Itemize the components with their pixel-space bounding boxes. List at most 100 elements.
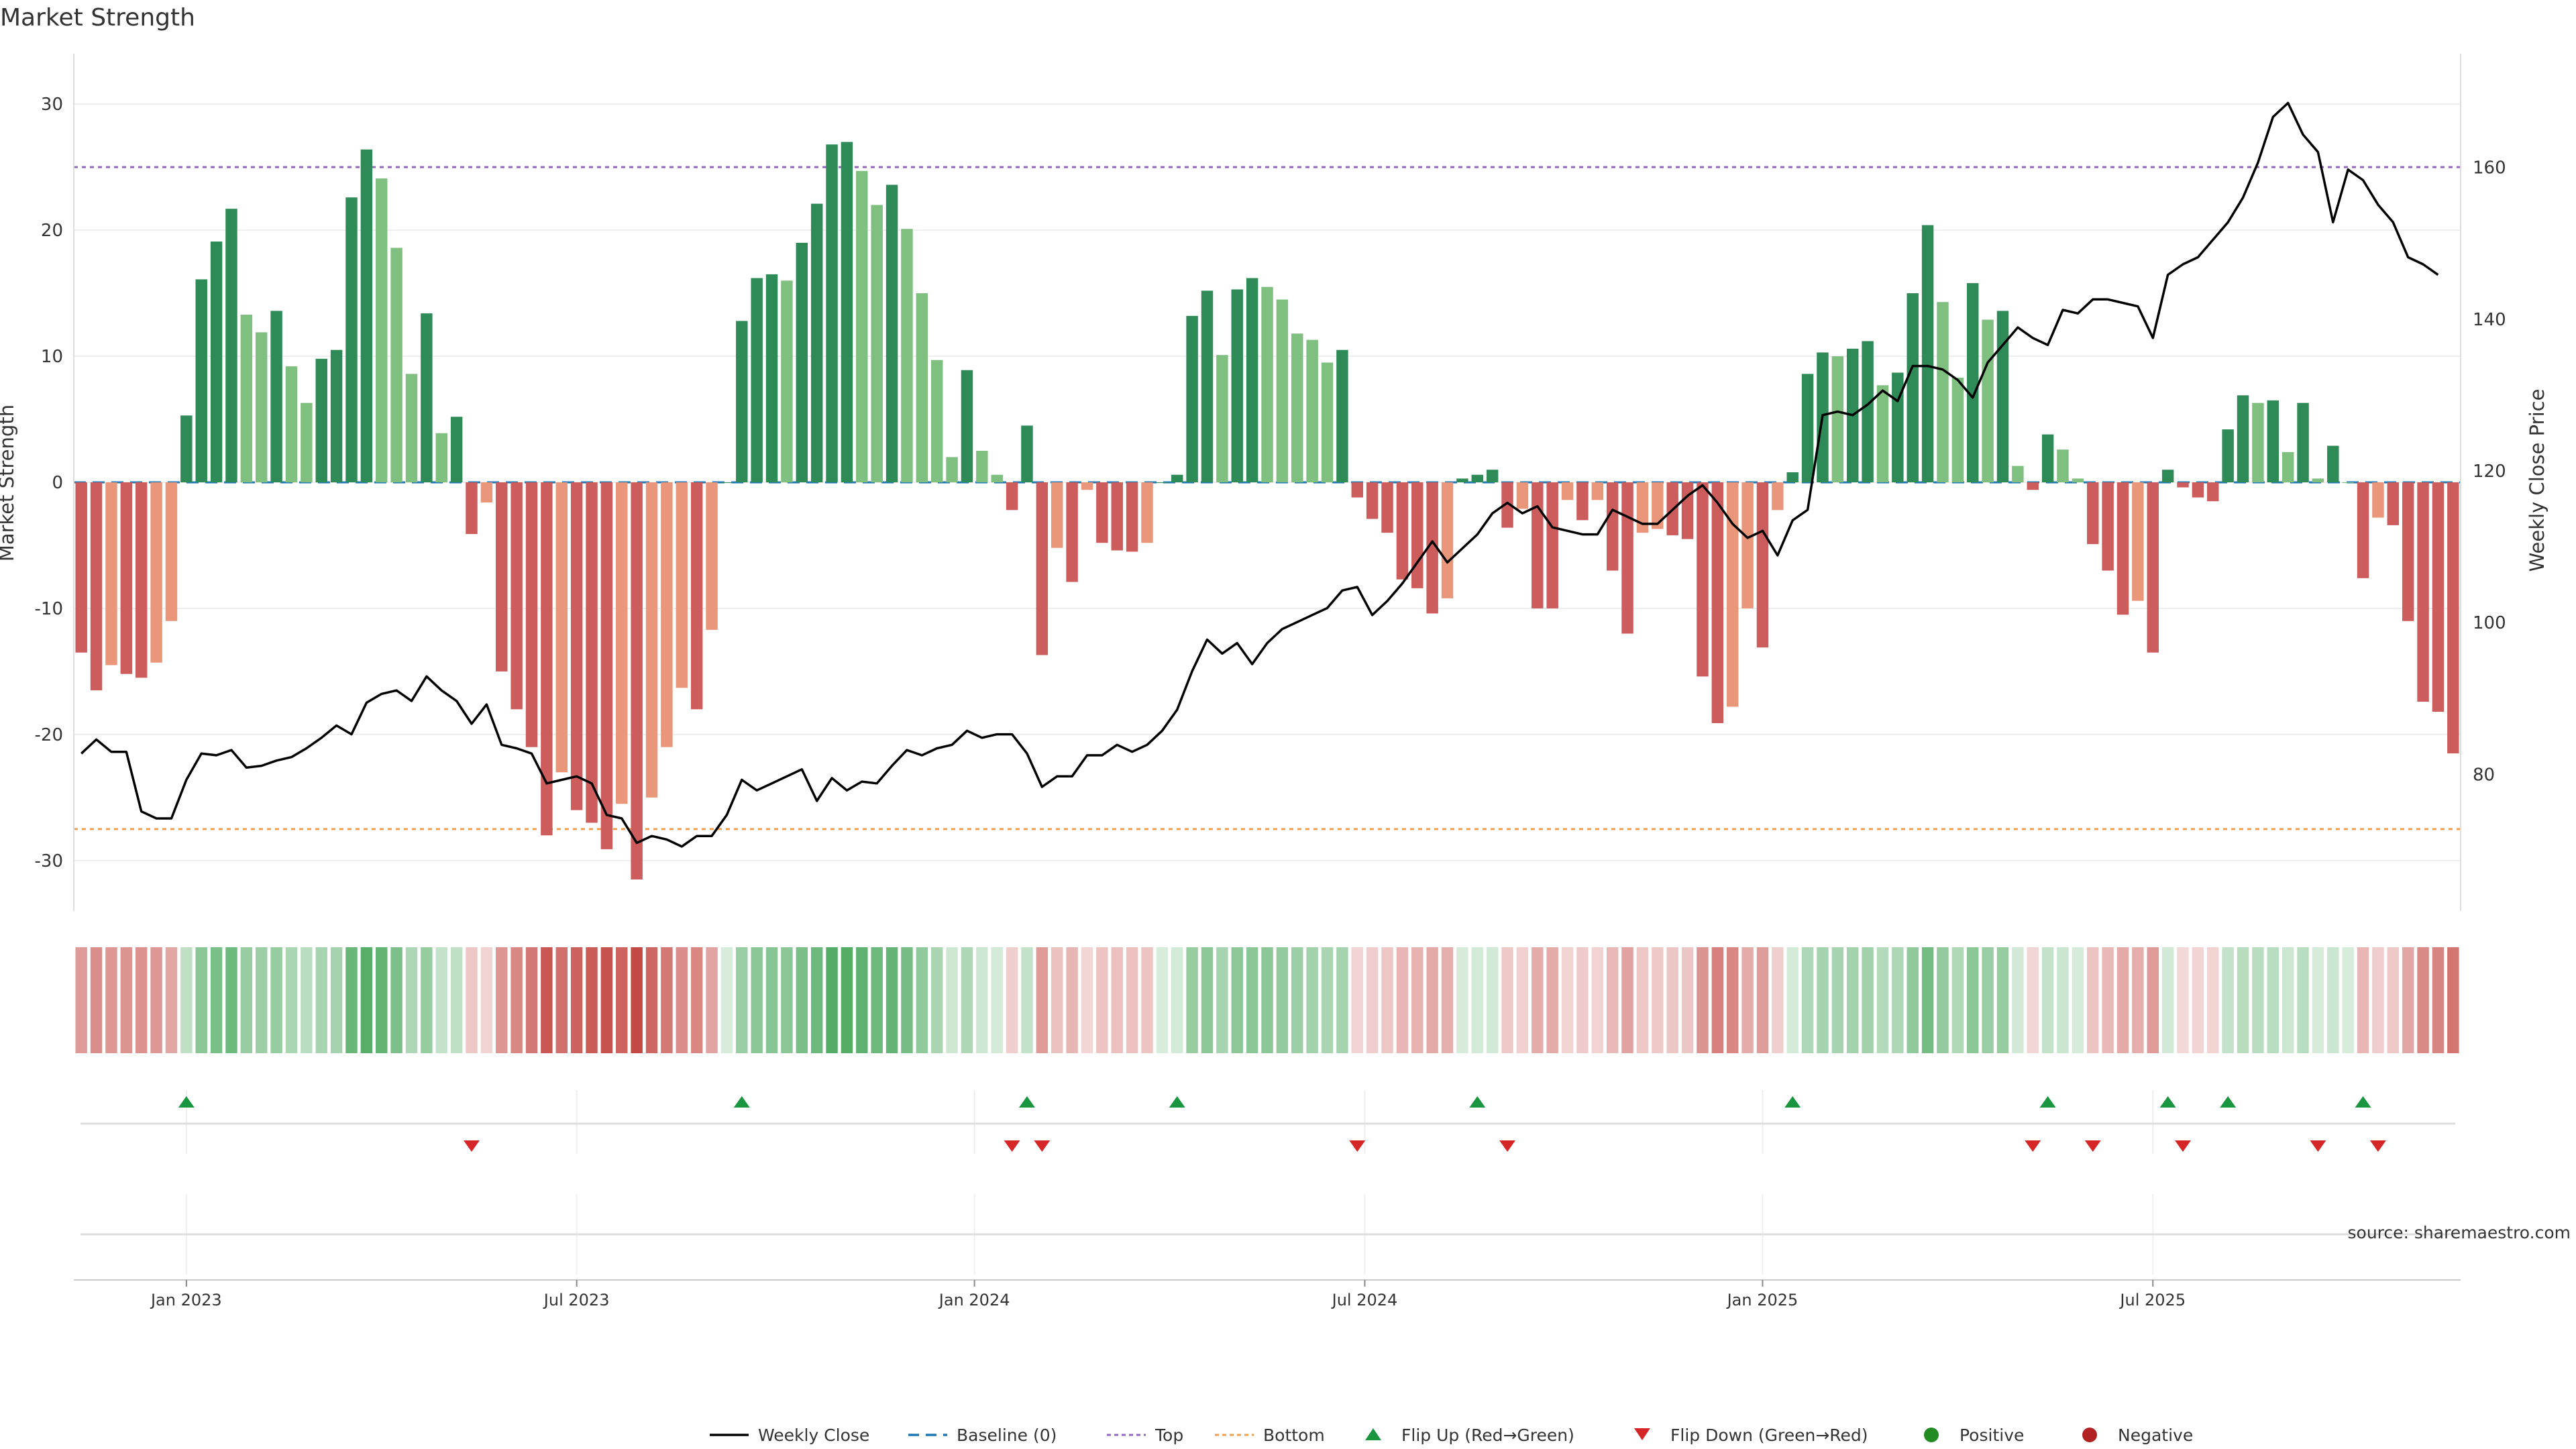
strip-cell <box>450 947 463 1053</box>
strip-cell <box>1516 947 1529 1053</box>
strength-bar <box>2161 470 2174 482</box>
strip-cell <box>946 947 958 1053</box>
y-tick-label: 30 <box>41 95 63 115</box>
legend-label: Top <box>1155 1426 1183 1445</box>
strip-cell <box>1471 947 1484 1053</box>
strength-bar <box>1321 362 1334 482</box>
flip-down-marker <box>2369 1140 2386 1152</box>
flip-up-marker <box>2039 1096 2056 1108</box>
strip-cell <box>1126 947 1138 1053</box>
strength-bar <box>616 482 628 804</box>
strength-bar <box>1276 299 1289 482</box>
strip-cell <box>1066 947 1078 1053</box>
strength-bar <box>1051 482 1063 548</box>
strength-bar <box>976 451 988 482</box>
strip-cell <box>1171 947 1183 1053</box>
strength-bar <box>466 482 478 535</box>
strip-cell <box>2357 947 2369 1053</box>
strength-bar <box>856 170 868 483</box>
strength-bar <box>1456 478 1468 482</box>
strip-cell <box>1876 947 1889 1053</box>
strength-bar <box>180 415 193 482</box>
strip-cell <box>916 947 928 1053</box>
strip-cell <box>1801 947 1814 1053</box>
legend-swatch <box>2082 1428 2097 1442</box>
strength-bar <box>2116 482 2129 615</box>
strength-bar <box>690 482 703 710</box>
strength-bar <box>720 482 733 483</box>
strip-cell <box>1576 947 1589 1053</box>
strip-cell <box>2327 947 2339 1053</box>
y-tick-label: -20 <box>35 725 63 745</box>
flip-down-marker <box>464 1140 480 1152</box>
strength-bar <box>810 203 823 482</box>
strength-bar <box>1621 482 1633 634</box>
y-right-tick-label: 100 <box>2473 613 2506 633</box>
strength-bar <box>1396 482 1409 580</box>
legend-swatch <box>1365 1428 1381 1440</box>
chart-title: Market Strength <box>0 4 195 32</box>
strength-bar <box>1606 482 1619 571</box>
strip-cell <box>1711 947 1724 1053</box>
strength-bar <box>195 279 207 482</box>
strip-cell <box>1756 947 1769 1053</box>
strip-cell <box>661 947 673 1053</box>
strip-cell <box>90 947 103 1053</box>
strength-bar <box>1261 286 1273 482</box>
strength-bar <box>1381 482 1393 533</box>
strip-cell <box>2222 947 2234 1053</box>
strength-bar <box>315 358 327 482</box>
strength-bar <box>1336 350 1348 482</box>
strip-cell <box>1396 947 1409 1053</box>
strength-bar <box>1501 482 1513 528</box>
strip-cell <box>976 947 988 1053</box>
strength-bar <box>2192 482 2204 498</box>
flip-up-marker <box>1169 1096 1185 1108</box>
strength-bar <box>661 482 673 747</box>
strip-cell <box>1051 947 1063 1053</box>
strip-cell <box>105 947 117 1053</box>
strip-cell <box>1921 947 1934 1053</box>
strength-bar <box>2267 400 2279 482</box>
strength-bar <box>255 332 268 482</box>
strip-cell <box>496 947 508 1053</box>
strip-cell <box>930 947 943 1053</box>
flip-up-marker <box>178 1096 195 1108</box>
strength-bar <box>1126 482 1138 552</box>
strip-cell <box>2417 947 2429 1053</box>
strip-cell <box>1786 947 1799 1053</box>
flip-up-marker <box>1784 1096 1801 1108</box>
strength-bar <box>1996 311 2009 482</box>
strength-bar <box>2417 482 2429 702</box>
x-tick-label: Jan 2023 <box>150 1291 222 1309</box>
strength-bar <box>1576 482 1589 521</box>
weekly-close-line <box>80 101 2439 848</box>
strip-cell <box>511 947 523 1053</box>
strength-bar <box>2372 482 2384 518</box>
strip-cell <box>2207 947 2219 1053</box>
strength-bar <box>301 402 313 482</box>
strip-cell <box>2237 947 2249 1053</box>
strength-bar <box>2087 482 2099 545</box>
strength-bar <box>736 321 748 482</box>
strip-cell <box>1231 947 1243 1053</box>
flip-down-marker <box>2175 1140 2192 1152</box>
strip-cell <box>1681 947 1694 1053</box>
strip-cell <box>1772 947 1784 1053</box>
x-tick-label: Jul 2025 <box>2118 1291 2186 1309</box>
strength-bar <box>1351 482 1363 498</box>
strength-bar <box>930 360 943 482</box>
strength-heat-strip <box>75 947 2459 1053</box>
strip-cell <box>150 947 162 1053</box>
strip-cell <box>1862 947 1874 1053</box>
strip-cell <box>1426 947 1438 1053</box>
strength-bar <box>120 482 133 674</box>
strip-cell <box>2161 947 2174 1053</box>
strength-bar <box>1111 482 1123 551</box>
strip-cell <box>871 947 883 1053</box>
strip-cell <box>856 947 868 1053</box>
strength-bar <box>1636 482 1649 533</box>
y-axis-right-label: Weekly Close Price <box>2526 389 2548 572</box>
strip-cell <box>405 947 418 1053</box>
